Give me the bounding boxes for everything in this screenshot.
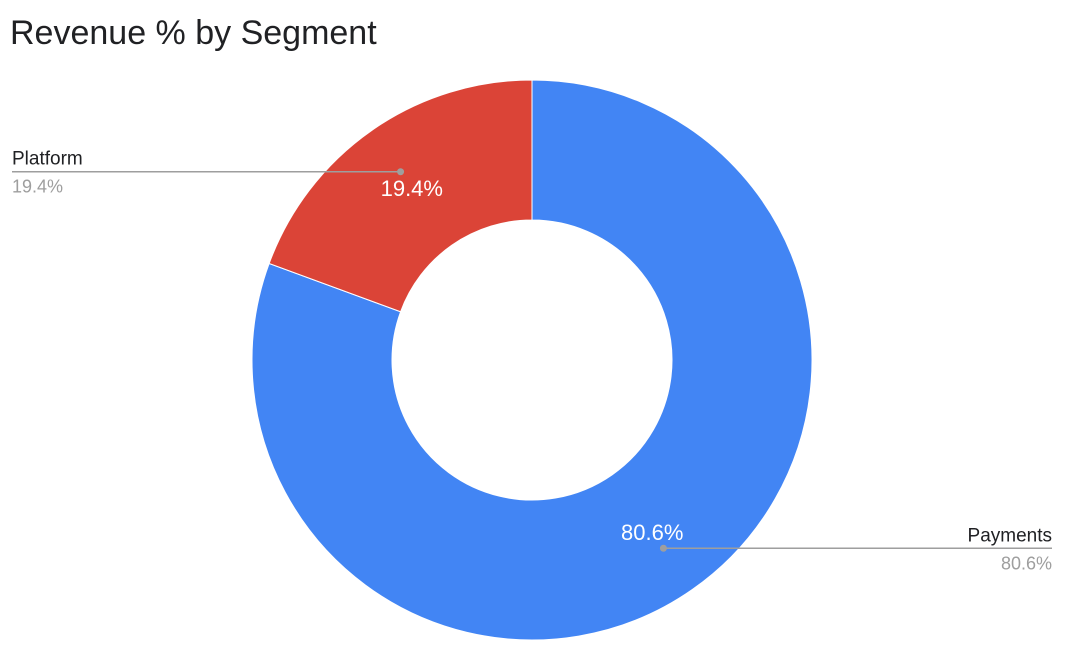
slice-value-label-platform: 19.4% [381,176,443,201]
slice-platform[interactable] [268,79,533,313]
leader-dot-platform [397,168,405,176]
leader-dot-payments [659,544,667,552]
callout-percent-payments: 80.6% [1001,553,1052,573]
callout-label-platform: Platform [12,149,83,170]
callout-label-payments: Payments [968,525,1052,546]
slice-payments[interactable] [251,79,813,641]
slice-value-label-payments: 80.6% [621,520,683,545]
chart-title: Revenue % by Segment [10,14,377,52]
callout-percent-platform: 19.4% [12,177,63,197]
